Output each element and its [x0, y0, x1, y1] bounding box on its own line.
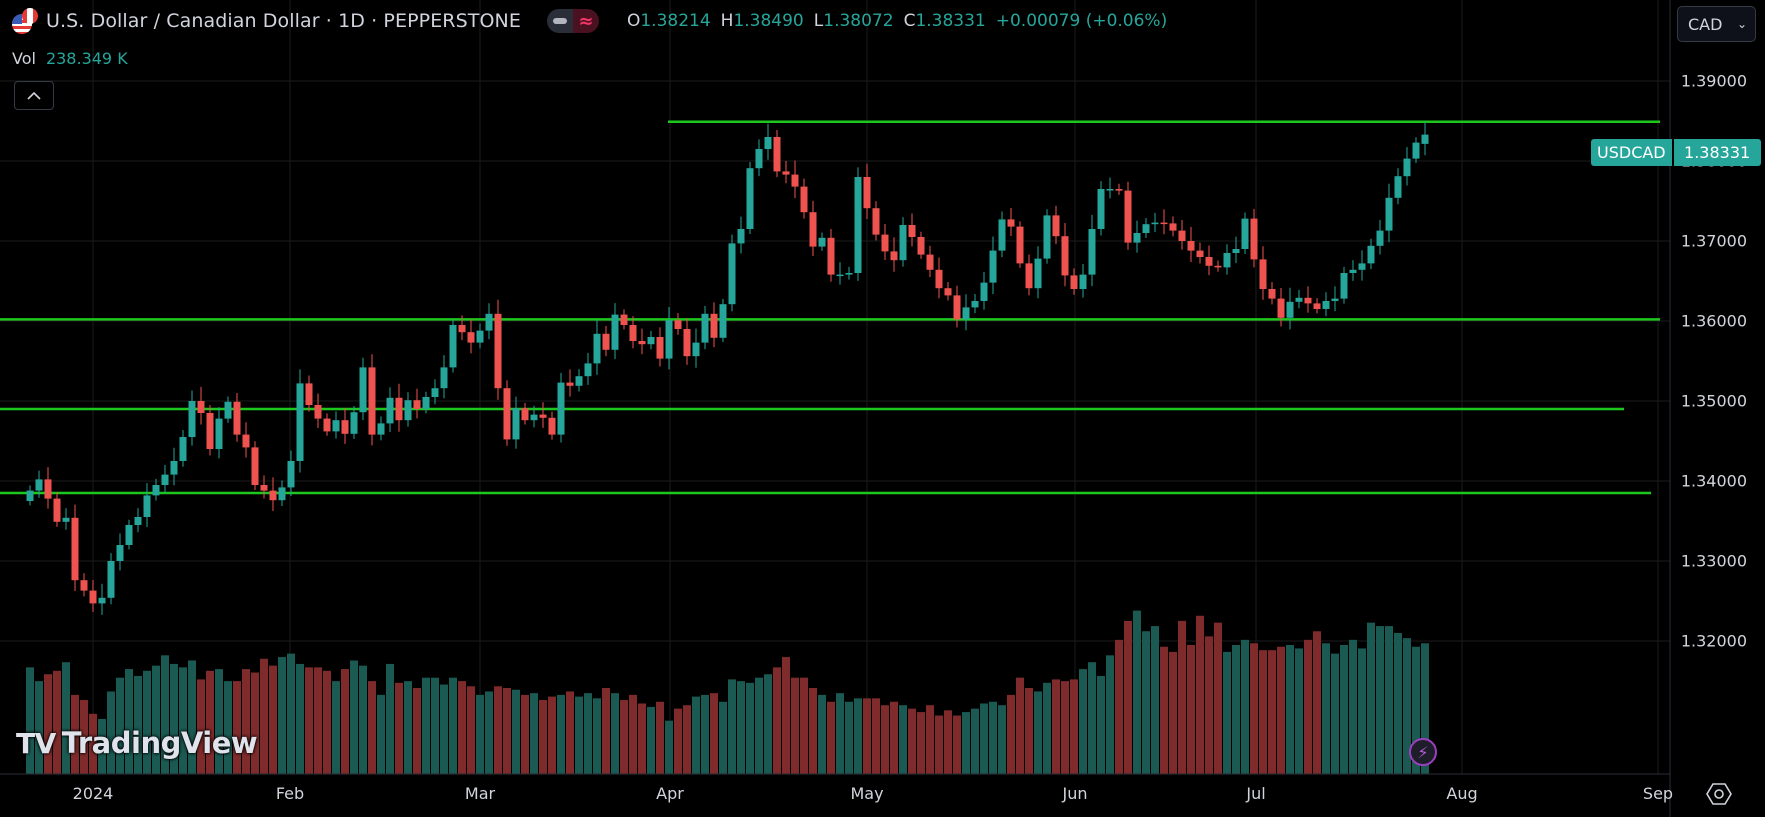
- grid-lines: [0, 0, 1670, 774]
- change-value: +0.00079 (+0.06%): [995, 11, 1168, 31]
- settings-gear-icon[interactable]: [1706, 781, 1732, 807]
- price-axis-label: 1.32000: [1680, 631, 1747, 651]
- close-label: C: [903, 11, 916, 31]
- time-axis-label: Feb: [275, 784, 305, 803]
- minus-icon[interactable]: [546, 9, 573, 33]
- volume-bars: [26, 610, 1429, 774]
- time-axis-label: Sep: [1642, 784, 1674, 803]
- volume-value: 238.349 K: [45, 49, 128, 68]
- last-price-tag: USDCAD 1.38331: [1591, 139, 1761, 166]
- chevron-up-icon: [27, 91, 41, 100]
- candlesticks: [26, 121, 1429, 615]
- low-label: L: [813, 11, 824, 31]
- collapse-legend-button[interactable]: [14, 81, 54, 110]
- volume-label[interactable]: Vol: [12, 49, 36, 68]
- indicator-pill[interactable]: ≈: [546, 9, 599, 33]
- price-tag-value: 1.38331: [1673, 139, 1761, 166]
- time-axis-label: Jun: [1062, 784, 1088, 803]
- price-axis-label: 1.34000: [1680, 471, 1747, 491]
- ohlc-values: O1.38214 H1.38490 L1.38072 C1.38331 +0.0…: [627, 11, 1167, 31]
- price-axis-label: 1.33000: [1680, 551, 1747, 571]
- tradingview-logo[interactable]: TV TradingView: [16, 726, 258, 760]
- time-axis-label: Mar: [464, 784, 496, 803]
- usd-cad-flag-icon: [12, 8, 38, 34]
- price-axis-label: 1.37000: [1680, 231, 1747, 251]
- high-value: 1.38490: [733, 11, 804, 31]
- price-tag-symbol: USDCAD: [1591, 139, 1672, 166]
- time-axis-label: Jul: [1246, 784, 1266, 803]
- low-value: 1.38072: [823, 11, 894, 31]
- tradingview-mark-icon: TV: [16, 726, 56, 760]
- volume-legend: Vol 238.349 K: [12, 49, 128, 68]
- open-value: 1.38214: [640, 11, 711, 31]
- currency-value: CAD: [1688, 14, 1723, 34]
- lightning-icon[interactable]: ⚡: [1409, 738, 1437, 766]
- time-axis-label: 2024: [72, 784, 114, 803]
- chevron-down-icon: ⌄: [1736, 17, 1747, 31]
- price-axis-label: 1.35000: [1680, 391, 1747, 411]
- price-axis-label: 1.36000: [1680, 311, 1747, 331]
- symbol-title[interactable]: U.S. Dollar / Canadian Dollar · 1D · PEP…: [46, 10, 521, 32]
- high-label: H: [720, 11, 734, 31]
- tradingview-wordmark: TradingView: [61, 726, 258, 760]
- open-label: O: [626, 11, 641, 31]
- currency-select[interactable]: CAD ⌄: [1677, 6, 1756, 42]
- close-value: 1.38331: [915, 11, 986, 31]
- time-axis-label: Apr: [656, 784, 684, 803]
- price-axis-label: 1.39000: [1680, 71, 1747, 91]
- time-axis-label: May: [850, 784, 884, 803]
- chart-legend: U.S. Dollar / Canadian Dollar · 1D · PEP…: [12, 8, 1167, 34]
- approx-icon[interactable]: ≈: [572, 9, 599, 33]
- time-axis-label: Aug: [1446, 784, 1478, 803]
